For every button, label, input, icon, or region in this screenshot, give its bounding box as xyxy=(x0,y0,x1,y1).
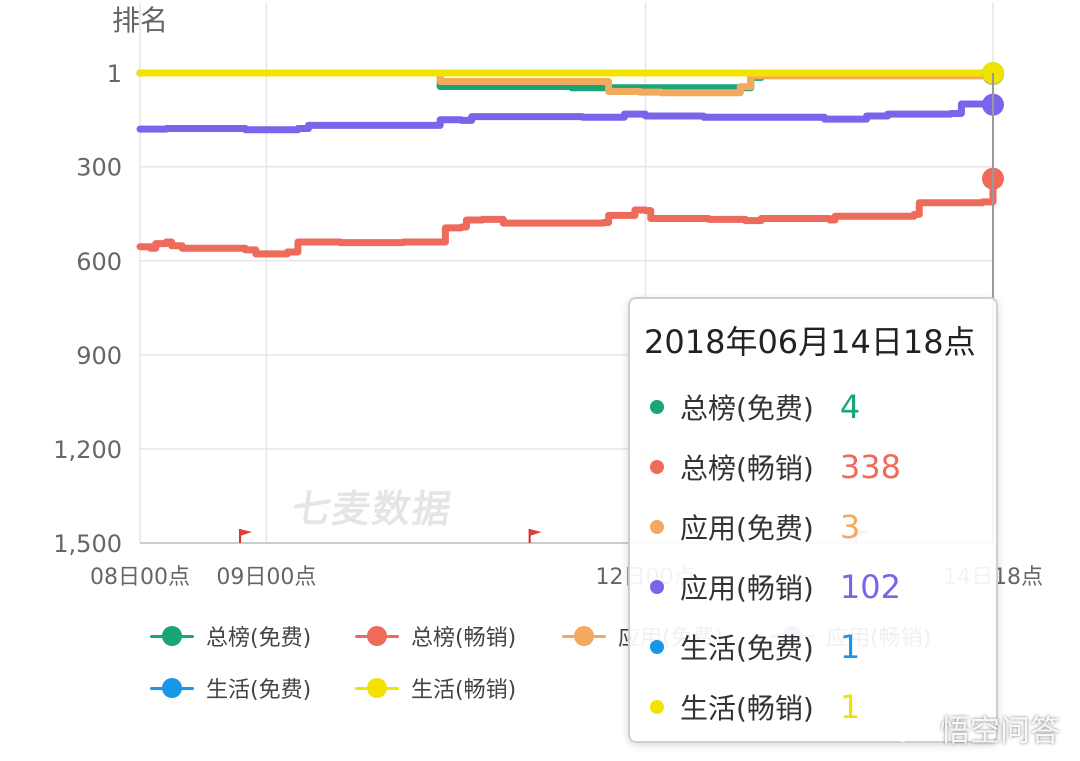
legend-swatch-icon xyxy=(355,678,399,698)
legend-swatch-icon xyxy=(150,626,194,646)
y-axis: 排名 1 300 600 900 1,200 1,500 xyxy=(53,4,168,558)
x-tick-label: 08日00点 xyxy=(90,565,190,590)
flag-marker-icon xyxy=(528,529,542,543)
flag-marker-icon xyxy=(239,529,253,543)
legend-item[interactable]: 生活(免费) xyxy=(150,672,311,704)
series-line xyxy=(136,175,997,258)
tooltip-row: 生活(免费) 1 xyxy=(644,617,982,677)
tooltip-series-name: 生活(畅销) xyxy=(680,692,814,725)
series-dot-icon xyxy=(650,520,664,534)
y-tick-label: 300 xyxy=(76,154,122,182)
series-line xyxy=(136,100,997,134)
legend-swatch-icon xyxy=(150,678,194,698)
tooltip-series-value: 4 xyxy=(839,388,861,426)
y-tick-label: 900 xyxy=(76,342,122,370)
speech-bubble-icon xyxy=(898,714,932,742)
y-tick-label: 1,500 xyxy=(53,530,122,558)
tooltip-row: 应用(畅销) 102 xyxy=(644,557,982,617)
legend-label: 生活(免费) xyxy=(206,678,312,703)
series-dot-icon xyxy=(650,400,664,414)
series-line xyxy=(136,69,997,97)
series-lines xyxy=(136,69,997,258)
legend-label: 生活(畅销) xyxy=(411,678,517,703)
x-tick-label: 09日00点 xyxy=(216,565,316,590)
y-tick-label: 600 xyxy=(76,248,122,276)
tooltip-row: 总榜(免费) 4 xyxy=(644,377,982,437)
tooltip-series-name: 应用(免费) xyxy=(680,512,814,545)
legend-swatch-icon xyxy=(562,626,606,646)
tooltip-row: 生活(畅销) 1 xyxy=(644,677,982,737)
tooltip-row: 总榜(畅销) 338 xyxy=(644,437,982,497)
tooltip-rows: 总榜(免费) 4 总榜(畅销) 338 应用(免费) 3 应用(畅销) 102 生活(免费) 1 生… xyxy=(644,377,982,737)
legend-swatch-icon xyxy=(355,626,399,646)
series-dot-icon xyxy=(650,460,664,474)
y-axis-title: 排名 xyxy=(112,4,168,37)
legend-item[interactable]: 生活(畅销) xyxy=(355,672,516,704)
tooltip-series-name: 生活(免费) xyxy=(680,632,814,665)
tooltip-row: 应用(免费) 3 xyxy=(644,497,982,557)
series-dot-icon xyxy=(650,640,664,654)
legend-item[interactable]: 总榜(畅销) xyxy=(355,620,516,652)
tooltip-series-value: 102 xyxy=(839,568,901,606)
tooltip-series-name: 总榜(免费) xyxy=(680,392,814,425)
watermark-text: 七麦数据 xyxy=(289,487,456,531)
brand-text: 悟空问答 xyxy=(940,714,1060,749)
legend-item[interactable]: 总榜(免费) xyxy=(150,620,311,652)
tooltip-series-value: 3 xyxy=(839,508,861,546)
data-tooltip: 2018年06月14日18点 总榜(免费) 4 总榜(畅销) 338 应用(免费) 3 应用… xyxy=(628,297,998,743)
tooltip-title: 2018年06月14日18点 xyxy=(644,323,976,361)
series-dot-icon xyxy=(650,700,664,714)
tooltip-series-name: 总榜(畅销) xyxy=(680,452,814,485)
tooltip-series-value: 338 xyxy=(839,448,901,486)
tooltip-series-name: 应用(畅销) xyxy=(680,572,814,605)
legend-label: 总榜(免费) xyxy=(206,626,312,651)
y-tick-label: 1,200 xyxy=(53,436,122,464)
legend-label: 总榜(畅销) xyxy=(411,626,517,651)
tooltip-series-value: 1 xyxy=(839,628,861,666)
tooltip-series-value: 1 xyxy=(839,688,861,726)
brand-watermark: 悟空问答 xyxy=(898,706,1060,750)
series-dot-icon xyxy=(650,580,664,594)
y-tick-label: 1 xyxy=(107,60,122,88)
